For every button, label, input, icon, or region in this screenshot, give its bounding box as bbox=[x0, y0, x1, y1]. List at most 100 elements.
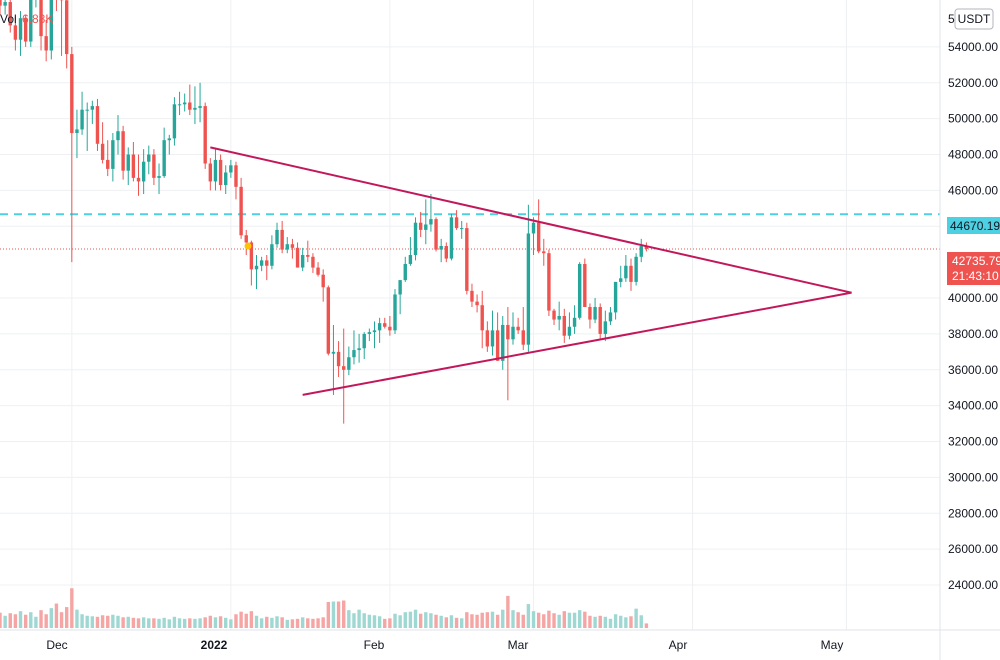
time-label-mar: Mar bbox=[508, 638, 529, 652]
candle-body bbox=[152, 154, 156, 178]
volume-bar bbox=[357, 609, 361, 628]
candle-body bbox=[454, 217, 459, 229]
candle-body bbox=[372, 330, 377, 333]
last-price-tag-text: 42735.79 bbox=[952, 254, 1000, 268]
candle-body bbox=[403, 263, 407, 281]
candle-body bbox=[18, 18, 23, 40]
volume-bar bbox=[254, 615, 259, 628]
price-tick-label: 50000.00 bbox=[948, 112, 998, 126]
candle-body bbox=[536, 222, 541, 252]
volume-bar bbox=[311, 618, 315, 628]
candle-body bbox=[557, 315, 561, 320]
candle-body bbox=[583, 263, 587, 308]
candle-body bbox=[388, 326, 392, 331]
time-label-may: May bbox=[821, 638, 844, 652]
candle-body bbox=[106, 159, 110, 169]
candle-body bbox=[511, 326, 515, 340]
candle-body bbox=[131, 154, 136, 178]
candle-body bbox=[167, 138, 171, 141]
triangle-lower-trendline[interactable] bbox=[302, 291, 852, 396]
candle-body bbox=[0, 0, 2, 6]
candle-body bbox=[347, 357, 351, 370]
volume-bar bbox=[408, 611, 413, 628]
volume-bar bbox=[39, 610, 43, 628]
volume-bar bbox=[465, 612, 469, 628]
volume-bar bbox=[485, 612, 490, 628]
symmetrical-triangle-drawing[interactable] bbox=[210, 146, 852, 396]
volume-bar bbox=[644, 623, 649, 628]
volume-bar bbox=[429, 613, 433, 628]
triangle-upper-trendline[interactable] bbox=[210, 146, 852, 294]
volume-bar bbox=[106, 615, 110, 628]
candle-body bbox=[598, 307, 602, 334]
volume-bar bbox=[326, 602, 331, 628]
candle-body bbox=[444, 246, 449, 259]
chart-grid bbox=[0, 0, 940, 630]
candle-body bbox=[311, 256, 315, 268]
time-label-apr: Apr bbox=[669, 638, 688, 652]
candle-body bbox=[44, 36, 48, 51]
volume-bar bbox=[75, 609, 79, 628]
candle-body bbox=[485, 330, 490, 347]
volume-bar bbox=[567, 612, 572, 628]
candle-body bbox=[562, 315, 566, 336]
candle-body bbox=[362, 333, 366, 349]
countdown-text: 21:43:10 bbox=[952, 269, 999, 283]
volume-bar bbox=[506, 595, 510, 628]
volume-bar bbox=[403, 612, 407, 628]
price-tick-label: 34000.00 bbox=[948, 399, 998, 413]
currency-button[interactable] bbox=[954, 8, 994, 30]
candle-body bbox=[316, 267, 320, 275]
candle-body bbox=[526, 233, 531, 345]
candle-body bbox=[295, 247, 300, 268]
candle-body bbox=[285, 244, 289, 250]
volume-bar bbox=[23, 614, 28, 628]
candle-body bbox=[577, 263, 582, 318]
candle-body bbox=[531, 222, 536, 234]
volume-bar bbox=[347, 610, 351, 628]
candle-body bbox=[506, 324, 510, 340]
candle-body bbox=[254, 265, 259, 270]
candle-body bbox=[342, 366, 346, 370]
candle-body bbox=[331, 351, 336, 354]
candle-body bbox=[70, 54, 74, 134]
volume-bar bbox=[8, 613, 12, 628]
volume-bar bbox=[59, 612, 64, 628]
candle-body bbox=[147, 154, 151, 162]
price-tick-label: 28000.00 bbox=[948, 506, 998, 520]
volume-bar bbox=[516, 612, 520, 628]
candle-body bbox=[275, 229, 279, 245]
candle-body bbox=[172, 104, 177, 139]
time-axis[interactable]: Dec 2022 Feb Mar Apr May bbox=[0, 629, 1000, 652]
volume-bar bbox=[147, 618, 151, 628]
candle-body bbox=[634, 256, 638, 282]
candle-body bbox=[398, 280, 402, 295]
candle-body bbox=[75, 129, 79, 134]
candle-body bbox=[418, 222, 423, 230]
candle-body bbox=[644, 246, 649, 249]
candle-body bbox=[188, 102, 192, 110]
volume-bar bbox=[511, 610, 515, 628]
event-marker[interactable] bbox=[244, 242, 252, 250]
volume-bar bbox=[562, 611, 566, 628]
price-axis[interactable]: 5 USDT 54000.00 52000.00 50000.00 48000.00 4… bbox=[939, 0, 998, 660]
volume-bar bbox=[218, 616, 223, 628]
candle-body bbox=[336, 351, 341, 367]
volume-value: 6.88K bbox=[22, 12, 53, 26]
candle-body bbox=[13, 25, 18, 40]
volume-bar bbox=[203, 617, 207, 628]
candle-body bbox=[3, 2, 7, 6]
candle-body bbox=[157, 176, 161, 178]
price-axis-partial-label: 5 bbox=[948, 12, 955, 26]
volume-bar bbox=[213, 617, 218, 628]
time-label-feb: Feb bbox=[364, 638, 385, 652]
volume-bar bbox=[295, 618, 300, 628]
volume-bar bbox=[306, 618, 310, 628]
volume-bar bbox=[265, 616, 269, 628]
candle-body bbox=[572, 317, 577, 327]
price-tick-label: 32000.00 bbox=[948, 435, 998, 449]
time-label-2022: 2022 bbox=[201, 638, 228, 652]
volume-bar bbox=[388, 618, 392, 628]
volume-bar bbox=[418, 613, 423, 628]
